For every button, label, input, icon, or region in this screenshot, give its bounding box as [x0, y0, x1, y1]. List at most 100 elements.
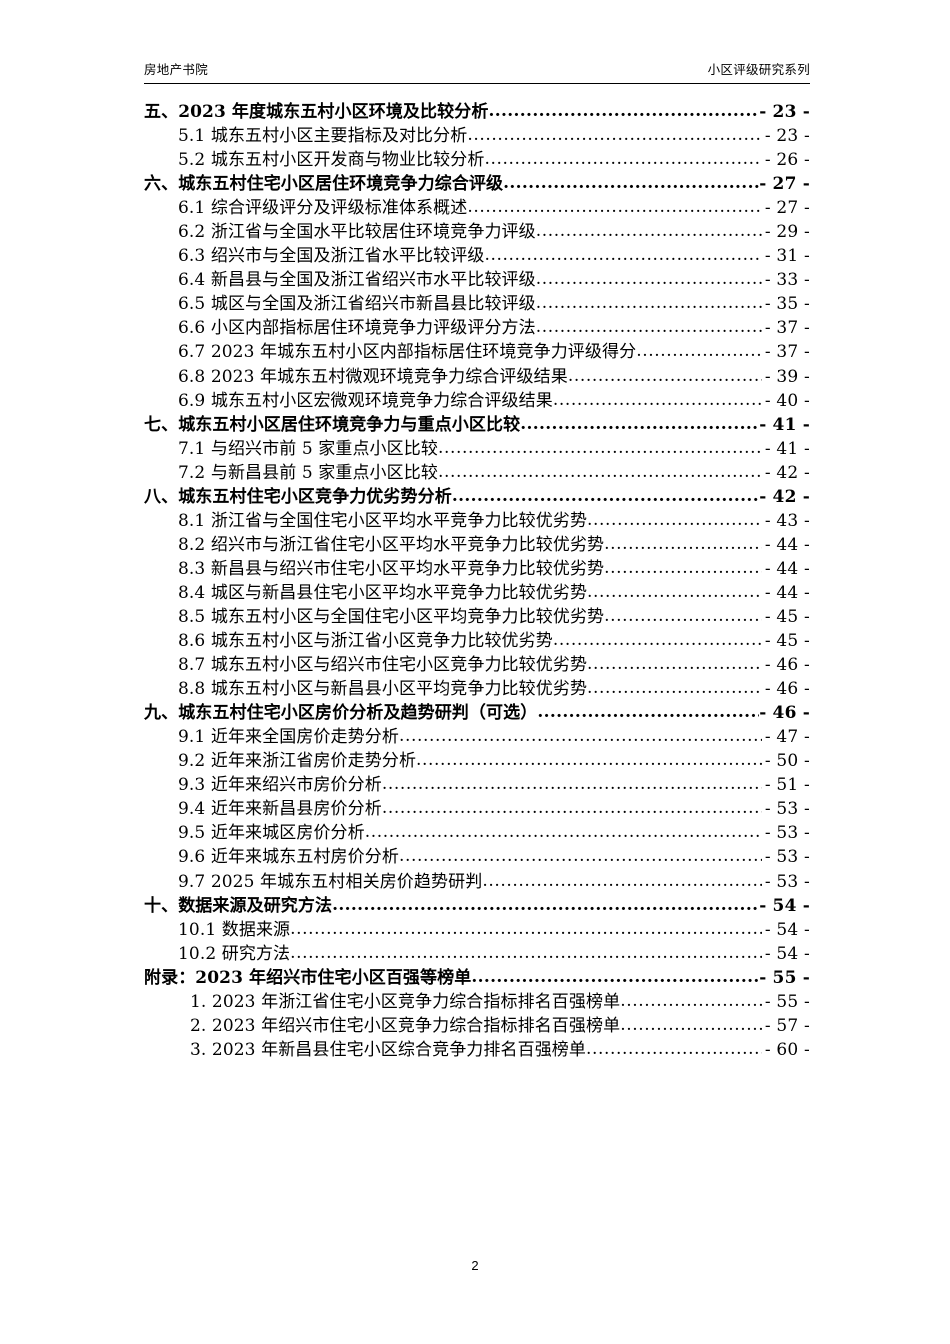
toc-entry[interactable]: 8.7 城东五村小区与绍兴市住宅小区竞争力比较优劣势..............…: [144, 653, 810, 677]
toc-entry-label: 2. 2023 年绍兴市住宅小区竞争力综合指标排名百强榜单: [190, 1015, 621, 1036]
toc-entry[interactable]: 8.3 新昌县与绍兴市住宅小区平均水平竞争力比较优劣势.............…: [144, 557, 810, 581]
toc-entry[interactable]: 5.2 城东五村小区开发商与物业比较分析....................…: [144, 148, 810, 172]
toc-entry[interactable]: 9.2 近年来浙江省房价走势分析........................…: [144, 749, 810, 773]
toc-entry-page-number: - 60 -: [764, 1039, 810, 1060]
toc-entry-label: 6.1 综合评级评分及评级标准体系概述: [178, 198, 468, 219]
toc-entry[interactable]: 6.8 2023 年城东五村微观环境竞争力综合评级结果.............…: [144, 365, 810, 389]
toc-leader-dots: ........................................…: [467, 197, 762, 218]
toc-entry-page-number: - 46 -: [759, 703, 810, 724]
toc-entry-page-number: - 35 -: [764, 294, 810, 315]
toc-entry[interactable]: 9.3 近年来绍兴市房价分析..........................…: [144, 773, 810, 797]
toc-entry-page-number: - 54 -: [764, 943, 810, 964]
toc-entry-label: 9.7 2025 年城东五村相关房价趋势研判: [178, 871, 483, 892]
toc-entry-label: 10.1 数据来源: [178, 919, 291, 940]
toc-entry[interactable]: 8.1 浙江省与全国住宅小区平均水平竞争力比较优劣势..............…: [144, 509, 810, 533]
toc-leader-dots: ........................................…: [290, 942, 762, 963]
toc-entry[interactable]: 10.2 研究方法...............................…: [144, 942, 810, 966]
toc-leader-dots: ........................................…: [503, 173, 760, 194]
toc-entry[interactable]: 1. 2023 年浙江省住宅小区竞争力综合指标排名百强榜单...........…: [144, 990, 810, 1014]
toc-entry-page-number: - 37 -: [764, 342, 810, 363]
toc-entry[interactable]: 七、城东五村小区居住环境竞争力与重点小区比较..................…: [144, 413, 810, 437]
toc-entry-page-number: - 47 -: [764, 727, 810, 748]
toc-leader-dots: ........................................…: [604, 533, 762, 554]
toc-entry-page-number: - 23 -: [759, 102, 810, 122]
toc-entry-page-number: - 39 -: [764, 366, 810, 387]
toc-entry-page-number: - 45 -: [764, 606, 810, 627]
toc-entry[interactable]: 9.4 近年来新昌县房价分析..........................…: [144, 797, 810, 821]
toc-leader-dots: ........................................…: [535, 293, 762, 314]
toc-entry[interactable]: 10.1 数据来源...............................…: [144, 918, 810, 942]
toc-entry-page-number: - 53 -: [764, 823, 810, 844]
toc-entry[interactable]: 2. 2023 年绍兴市住宅小区竞争力综合指标排名百强榜单...........…: [144, 1014, 810, 1038]
toc-entry[interactable]: 9.5 近年来城区房价分析...........................…: [144, 821, 810, 845]
toc-entry-label: 9.6 近年来城东五村房价分析: [178, 847, 399, 868]
toc-leader-dots: ........................................…: [620, 1014, 762, 1035]
toc-entry[interactable]: 八、城东五村住宅小区竞争力优劣势分析......................…: [144, 485, 810, 509]
toc-entry-page-number: - 55 -: [764, 991, 810, 1012]
toc-entry-label: 8.6 城东五村小区与浙江省小区竞争力比较优劣势: [178, 631, 553, 652]
toc-leader-dots: ........................................…: [484, 245, 762, 266]
toc-entry[interactable]: 6.6 小区内部指标居住环境竞争力评级评分方法.................…: [144, 316, 810, 340]
toc-entry[interactable]: 8.8 城东五村小区与新昌县小区平均竞争力比较优劣势..............…: [144, 677, 810, 701]
table-of-contents: 五、2023 年度城东五村小区环境及比较分析..................…: [144, 100, 810, 1062]
toc-leader-dots: ........................................…: [451, 485, 759, 506]
toc-entry-label: 6.9 城东五村小区宏微观环境竞争力综合评级结果: [178, 390, 553, 411]
toc-entry[interactable]: 8.4 城区与新昌县住宅小区平均水平竞争力比较优劣势..............…: [144, 581, 810, 605]
toc-entry-page-number: - 44 -: [764, 558, 810, 579]
toc-entry-label: 6.6 小区内部指标居住环境竞争力评级评分方法: [178, 318, 536, 339]
toc-leader-dots: ........................................…: [586, 1038, 762, 1059]
toc-entry[interactable]: 5.1 城东五村小区主要指标及对比分析.....................…: [144, 124, 810, 148]
toc-entry[interactable]: 附录：2023 年绍兴市住宅小区百强等榜单...................…: [144, 966, 810, 990]
toc-entry[interactable]: 9.7 2025 年城东五村相关房价趋势研判..................…: [144, 870, 810, 894]
toc-entry[interactable]: 8.5 城东五村小区与全国住宅小区平均竞争力比较优劣势.............…: [144, 605, 810, 629]
toc-entry-page-number: - 46 -: [764, 679, 810, 700]
toc-leader-dots: ........................................…: [364, 822, 762, 843]
toc-leader-dots: ........................................…: [552, 630, 762, 651]
toc-entry[interactable]: 6.9 城东五村小区宏微观环境竞争力综合评级结果................…: [144, 389, 810, 413]
toc-entry[interactable]: 九、城东五村住宅小区房价分析及趋势研判（可选）.................…: [144, 701, 810, 725]
toc-entry-page-number: - 54 -: [759, 895, 810, 916]
toc-entry[interactable]: 9.6 近年来城东五村房价分析.........................…: [144, 845, 810, 869]
toc-entry[interactable]: 3. 2023 年新昌县住宅小区综合竞争力排名百强榜单.............…: [144, 1038, 810, 1062]
toc-entry-label: 5.2 城东五村小区开发商与物业比较分析: [178, 150, 485, 171]
toc-entry-label: 9.5 近年来城区房价分析: [178, 823, 365, 844]
toc-entry[interactable]: 6.4 新昌县与全国及浙江省绍兴市水平比较评级.................…: [144, 268, 810, 292]
toc-entry[interactable]: 9.1 近年来全国房价走势分析.........................…: [144, 725, 810, 749]
toc-leader-dots: ........................................…: [290, 918, 762, 939]
toc-entry[interactable]: 十、数据来源及研究方法.............................…: [144, 894, 810, 918]
toc-entry-page-number: - 41 -: [759, 414, 810, 435]
toc-leader-dots: ........................................…: [416, 750, 762, 771]
toc-entry-page-number: - 27 -: [759, 174, 810, 195]
toc-leader-dots: ........................................…: [636, 341, 762, 362]
toc-entry[interactable]: 6.5 城区与全国及浙江省绍兴市新昌县比较评级.................…: [144, 292, 810, 316]
toc-entry-label: 9.2 近年来浙江省房价走势分析: [178, 751, 417, 772]
toc-entry[interactable]: 8.2 绍兴市与浙江省住宅小区平均水平竞争力比较优劣势.............…: [144, 533, 810, 557]
toc-entry[interactable]: 6.7 2023 年城东五村小区内部指标居住环境竞争力评级得分.........…: [144, 340, 810, 364]
toc-entry[interactable]: 8.6 城东五村小区与浙江省小区竞争力比较优劣势................…: [144, 629, 810, 653]
toc-entry[interactable]: 6.3 绍兴市与全国及浙江省水平比较评级....................…: [144, 244, 810, 268]
toc-entry[interactable]: 六、城东五村住宅小区居住环境竞争力综合评级...................…: [144, 172, 810, 196]
toc-leader-dots: ........................................…: [471, 966, 760, 987]
toc-leader-dots: ........................................…: [620, 990, 762, 1011]
toc-leader-dots: ........................................…: [535, 317, 762, 338]
toc-entry[interactable]: 7.1 与绍兴市前 5 家重点小区比较.....................…: [144, 437, 810, 461]
running-header: 房地产书院 小区评级研究系列: [144, 62, 810, 84]
header-right-text: 小区评级研究系列: [707, 63, 810, 77]
toc-entry[interactable]: 6.1 综合评级评分及评级标准体系概述.....................…: [144, 196, 810, 220]
toc-entry-page-number: - 42 -: [759, 486, 810, 507]
toc-leader-dots: ........................................…: [604, 557, 762, 578]
toc-entry[interactable]: 7.2 与新昌县前 5 家重点小区比较.....................…: [144, 461, 810, 485]
toc-leader-dots: ........................................…: [567, 365, 762, 386]
toc-entry-label: 六、城东五村住宅小区居住环境竞争力综合评级: [144, 174, 504, 195]
toc-leader-dots: ........................................…: [437, 437, 762, 458]
toc-entry-page-number: - 53 -: [764, 871, 810, 892]
toc-entry[interactable]: 五、2023 年度城东五村小区环境及比较分析..................…: [144, 100, 810, 124]
toc-entry-label: 6.8 2023 年城东五村微观环境竞争力综合评级结果: [178, 366, 568, 387]
toc-entry[interactable]: 6.2 浙江省与全国水平比较居住环境竞争力评级.................…: [144, 220, 810, 244]
toc-entry-page-number: - 54 -: [764, 919, 810, 940]
toc-leader-dots: ........................................…: [535, 221, 762, 242]
toc-entry-label: 附录：2023 年绍兴市住宅小区百强等榜单: [144, 967, 472, 988]
toc-entry-label: 9.4 近年来新昌县房价分析: [178, 799, 382, 820]
toc-entry-label: 5.1 城东五村小区主要指标及对比分析: [178, 126, 468, 147]
